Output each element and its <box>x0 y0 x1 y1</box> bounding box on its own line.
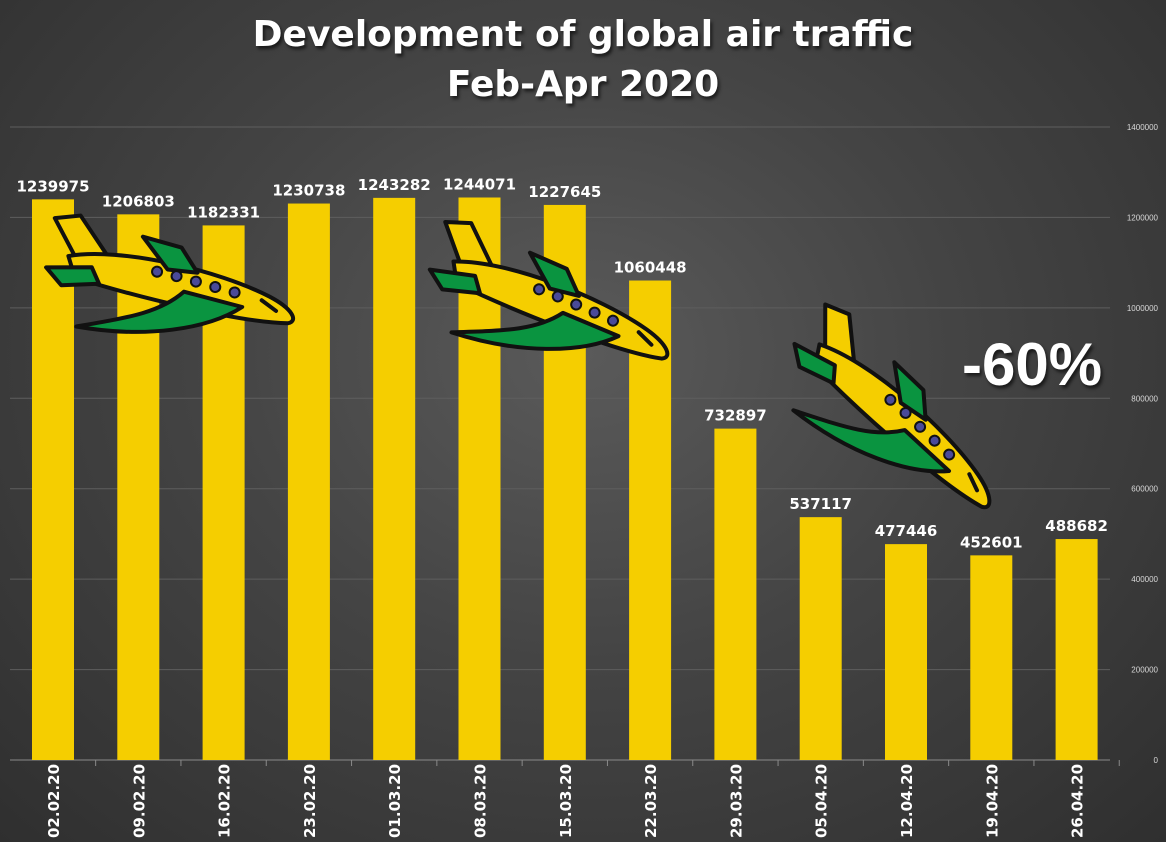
data-label: 477446 <box>875 522 938 540</box>
x-tick-label: 05.04.20 <box>813 764 831 838</box>
x-tick-label: 02.02.20 <box>45 764 63 838</box>
data-label: 732897 <box>704 407 767 425</box>
x-tick-label: 09.02.20 <box>130 764 148 838</box>
data-label: 1244071 <box>443 176 516 194</box>
y-tick-label: 200000 <box>1131 666 1158 675</box>
chart-title: Development of global air traffic Feb-Ap… <box>0 10 1166 110</box>
y-tick-label: 1000000 <box>1127 304 1159 313</box>
data-label: 1243282 <box>358 176 431 194</box>
data-label: 1230738 <box>272 182 345 200</box>
bar <box>373 197 416 761</box>
x-tick-label: 23.02.20 <box>301 764 319 838</box>
y-tick-label: 1400000 <box>1127 123 1159 132</box>
y-tick-label: 1200000 <box>1127 213 1159 222</box>
data-label: 1227645 <box>528 183 601 201</box>
chart-subtitle: Feb-Apr 2020 <box>446 64 720 105</box>
bar <box>1055 539 1098 760</box>
x-tick-label: 15.03.20 <box>557 764 575 838</box>
data-label: 452601 <box>960 533 1023 551</box>
y-tick-label: 800000 <box>1131 394 1158 403</box>
y-tick-label: 0 <box>1154 756 1159 765</box>
x-tick-label: 26.04.20 <box>1069 764 1087 838</box>
x-tick-label: 01.03.20 <box>386 764 404 838</box>
y-tick-label: 600000 <box>1131 485 1158 494</box>
bar <box>885 544 927 760</box>
data-label: 1239975 <box>16 177 89 195</box>
x-tick-label: 16.02.20 <box>216 764 234 838</box>
x-tick-label: 19.04.20 <box>983 764 1001 838</box>
bar <box>117 214 160 760</box>
y-tick-label: 400000 <box>1131 575 1158 584</box>
x-tick-label: 22.03.20 <box>642 764 660 838</box>
bar <box>714 428 757 760</box>
bar <box>799 517 842 760</box>
airplane-icon <box>34 209 307 366</box>
bar <box>287 203 330 760</box>
x-tick-label: 12.04.20 <box>898 764 916 838</box>
data-label: 488682 <box>1045 517 1108 535</box>
decline-annotation: -60% <box>962 331 1103 398</box>
x-tick-label: 29.03.20 <box>727 764 745 838</box>
data-label: 1060448 <box>614 259 687 277</box>
bar <box>32 199 74 761</box>
x-tick-label: 08.03.20 <box>472 764 490 838</box>
chart-title-line: Development of global air traffic <box>252 14 914 55</box>
data-label: 1206803 <box>102 192 175 210</box>
data-label: 1182331 <box>187 203 260 221</box>
data-label: 537117 <box>789 495 852 513</box>
bar <box>970 555 1013 760</box>
bar <box>629 280 672 760</box>
